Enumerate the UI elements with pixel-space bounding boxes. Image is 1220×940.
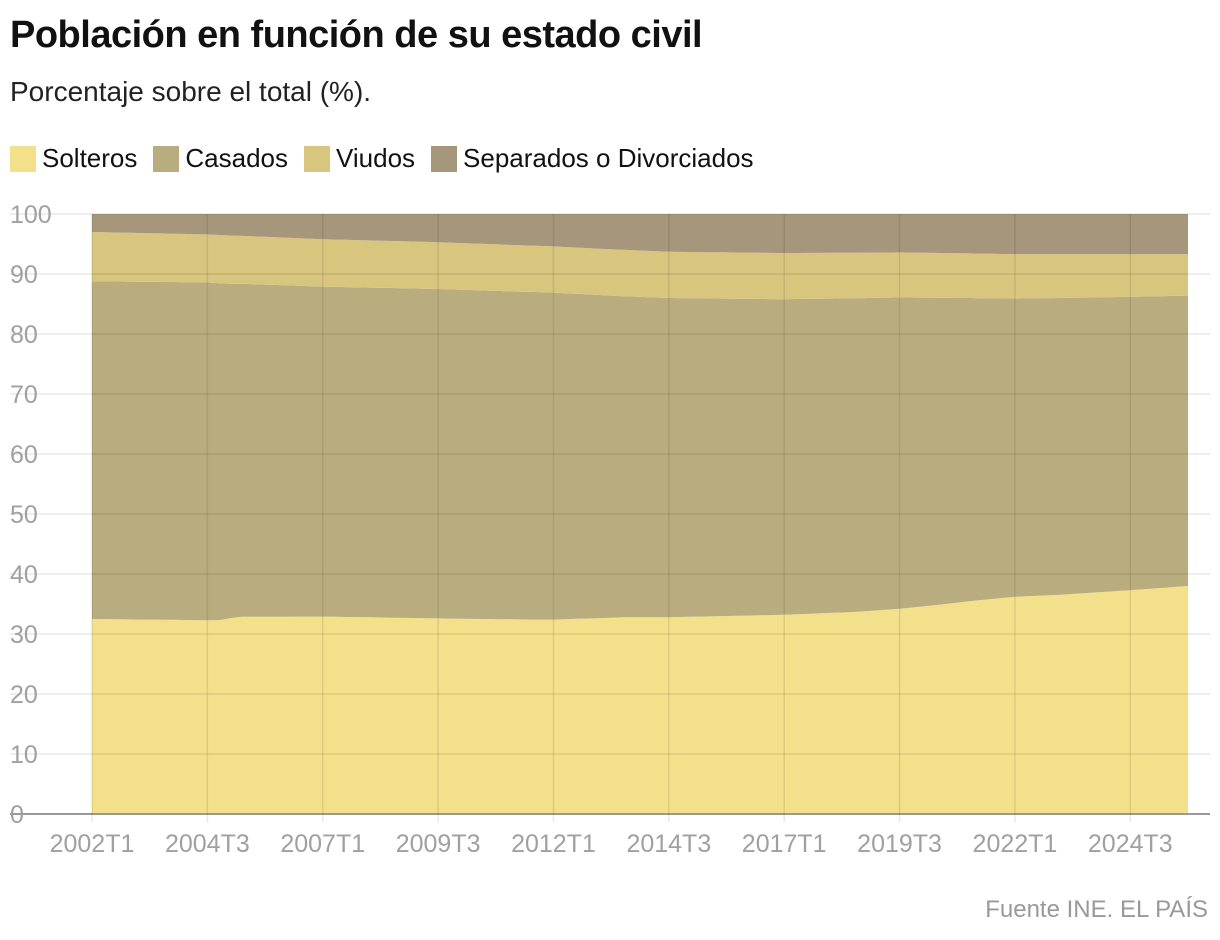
y-tick-label: 30	[10, 621, 38, 649]
legend-swatch-viudos	[304, 145, 331, 172]
x-tick-label: 2012T1	[511, 830, 596, 858]
area-layer	[92, 214, 1188, 814]
legend-swatch-separados	[431, 145, 458, 172]
legend-swatch-casados	[153, 145, 180, 172]
legend-swatch-solteros	[10, 145, 36, 172]
y-tick-label: 60	[10, 441, 38, 469]
y-tick-label: 90	[10, 261, 38, 289]
source-note: Fuente INE. EL PAÍS	[985, 896, 1208, 923]
area-viudos	[92, 232, 1188, 300]
x-tick-label: 2024T3	[1088, 830, 1173, 858]
x-tick-label: 2017T1	[742, 830, 827, 858]
area-separados-o-divorciados	[92, 214, 1188, 255]
x-tick-label: 2004T3	[165, 830, 250, 858]
legend-item-solteros: Solteros	[10, 143, 137, 174]
area-solteros	[92, 586, 1188, 814]
y-tick-label: 100	[10, 201, 52, 229]
y-tick-label: 80	[10, 321, 38, 349]
x-tick-label: 2022T1	[973, 830, 1058, 858]
chart-legend: Solteros Casados Viudos Separados o Divo…	[10, 143, 770, 174]
x-tick-label: 2019T3	[857, 830, 942, 858]
grid-layer	[10, 213, 1210, 822]
x-tick-label: 2007T1	[280, 830, 365, 858]
legend-label-viudos: Viudos	[336, 143, 416, 173]
legend-label-solteros: Solteros	[42, 143, 138, 173]
area-casados	[92, 281, 1188, 621]
y-tick-label: 50	[10, 501, 38, 529]
y-tick-label: 70	[10, 381, 38, 409]
legend-item-casados: Casados	[153, 143, 288, 174]
y-tick-label: 0	[10, 801, 24, 829]
x-tick-label: 2009T3	[396, 830, 481, 858]
x-tick-label: 2002T1	[50, 830, 135, 858]
x-tick-label: 2014T3	[626, 830, 711, 858]
chart-title: Población en función de su estado civil	[10, 14, 703, 56]
chart-subtitle: Porcentaje sobre el total (%).	[10, 76, 372, 107]
y-axis: 0 10 20 30 40 50 60 70 80 90 100	[10, 201, 52, 829]
legend-item-separados: Separados o Divorciados	[431, 143, 754, 174]
y-tick-label: 20	[10, 681, 38, 709]
legend-label-separados: Separados o Divorciados	[463, 143, 754, 173]
legend-label-casados: Casados	[185, 143, 289, 173]
x-axis: 2002T1 2004T3 2007T1 2009T3 2012T1 2014T3 2017…	[50, 830, 1173, 858]
legend-item-viudos: Viudos	[304, 143, 415, 174]
y-tick-label: 40	[10, 561, 38, 589]
stacked-area-chart: 0 10 20 30 40 50 60 70 80 90 100 2002T1 2004T3 2007T…	[10, 201, 1210, 858]
y-tick-label: 10	[10, 741, 38, 769]
